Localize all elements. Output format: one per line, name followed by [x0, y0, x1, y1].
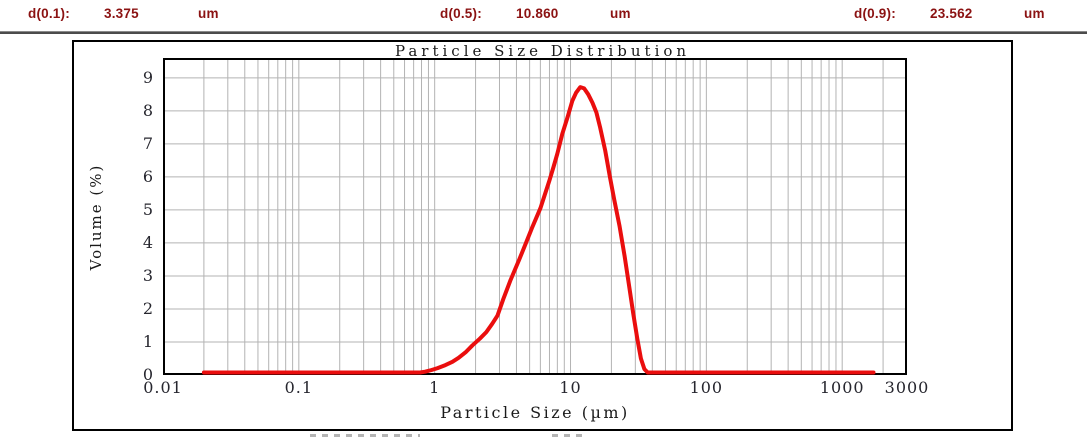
d10-unit: um — [198, 6, 219, 21]
chart-title: Particle Size Distribution — [394, 42, 691, 60]
d50-label: d(0.5): — [440, 6, 482, 21]
d10-label: d(0.1): — [28, 6, 70, 21]
y-tick-label: 5 — [142, 200, 154, 220]
plot-area — [163, 58, 907, 375]
y-tick-label: 8 — [142, 100, 154, 120]
y-tick-label: 0 — [142, 365, 154, 385]
y-tick-label: 7 — [142, 133, 154, 153]
header-divider — [0, 31, 1087, 34]
x-tick-label: 0.01 — [143, 378, 183, 397]
y-axis-title: Volume (%) — [87, 163, 105, 271]
y-tick-label: 3 — [142, 266, 154, 286]
distribution-plot — [163, 58, 907, 375]
x-tick-label: 10 — [559, 378, 582, 397]
cutoff-text-artifact — [552, 434, 582, 437]
d50-unit: um — [610, 6, 631, 21]
chart-frame — [72, 40, 1013, 431]
x-axis-title: Particle Size (µm) — [440, 403, 630, 422]
dvalue-d90: d(0.9): 23.562 um — [854, 6, 1064, 21]
y-tick-label: 2 — [142, 299, 154, 319]
d90-value: 23.562 — [930, 6, 973, 21]
y-tick-label: 9 — [142, 67, 154, 87]
x-tick-label: 1000 — [819, 378, 865, 397]
y-tick-label: 6 — [142, 166, 154, 186]
d10-value: 3.375 — [104, 6, 139, 21]
d50-value: 10.860 — [516, 6, 559, 21]
x-tick-label: 3000 — [884, 378, 930, 397]
y-tick-label: 4 — [142, 233, 154, 253]
x-tick-label: 1 — [429, 378, 441, 397]
x-tick-label: 0.1 — [284, 378, 314, 397]
x-tick-label: 100 — [689, 378, 724, 397]
dvalue-d10: d(0.1): 3.375 um — [28, 6, 238, 21]
series-volume-distribution — [201, 85, 876, 375]
d90-label: d(0.9): — [854, 6, 896, 21]
d90-unit: um — [1024, 6, 1045, 21]
dvalue-d50: d(0.5): 10.860 um — [440, 6, 650, 21]
cutoff-text-artifact — [310, 434, 420, 437]
y-tick-label: 1 — [142, 332, 154, 352]
